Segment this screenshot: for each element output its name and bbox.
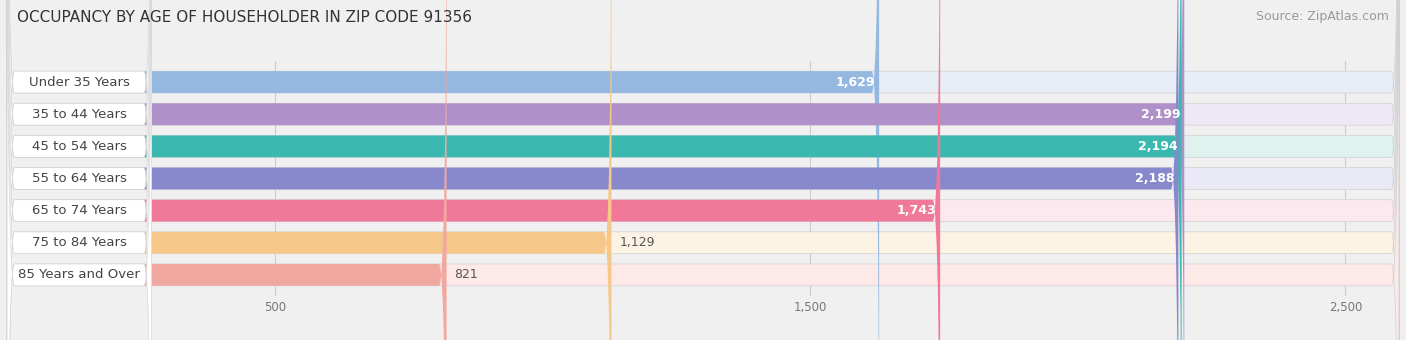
FancyBboxPatch shape — [7, 0, 1184, 340]
Text: 55 to 64 Years: 55 to 64 Years — [32, 172, 127, 185]
FancyBboxPatch shape — [7, 0, 152, 340]
Text: 35 to 44 Years: 35 to 44 Years — [32, 108, 127, 121]
Text: 75 to 84 Years: 75 to 84 Years — [32, 236, 127, 249]
FancyBboxPatch shape — [7, 0, 1399, 340]
Text: Source: ZipAtlas.com: Source: ZipAtlas.com — [1256, 10, 1389, 23]
FancyBboxPatch shape — [7, 0, 1399, 340]
FancyBboxPatch shape — [7, 0, 152, 340]
FancyBboxPatch shape — [7, 0, 1399, 340]
FancyBboxPatch shape — [7, 0, 1178, 340]
Text: 45 to 54 Years: 45 to 54 Years — [32, 140, 127, 153]
FancyBboxPatch shape — [7, 0, 152, 340]
FancyBboxPatch shape — [7, 0, 152, 340]
Text: 2,188: 2,188 — [1135, 172, 1174, 185]
Text: 85 Years and Over: 85 Years and Over — [18, 268, 141, 282]
FancyBboxPatch shape — [7, 0, 1181, 340]
Text: 1,129: 1,129 — [620, 236, 655, 249]
FancyBboxPatch shape — [7, 0, 152, 340]
FancyBboxPatch shape — [7, 0, 1399, 340]
Text: Under 35 Years: Under 35 Years — [30, 75, 129, 89]
Text: 821: 821 — [454, 268, 478, 282]
FancyBboxPatch shape — [7, 0, 152, 340]
FancyBboxPatch shape — [7, 0, 447, 340]
Text: 1,743: 1,743 — [896, 204, 936, 217]
FancyBboxPatch shape — [7, 0, 879, 340]
Text: 65 to 74 Years: 65 to 74 Years — [32, 204, 127, 217]
Text: OCCUPANCY BY AGE OF HOUSEHOLDER IN ZIP CODE 91356: OCCUPANCY BY AGE OF HOUSEHOLDER IN ZIP C… — [17, 10, 472, 25]
FancyBboxPatch shape — [7, 0, 1399, 340]
FancyBboxPatch shape — [7, 0, 941, 340]
Text: 2,199: 2,199 — [1140, 108, 1180, 121]
FancyBboxPatch shape — [7, 0, 1399, 340]
FancyBboxPatch shape — [7, 0, 612, 340]
Text: 1,629: 1,629 — [835, 75, 875, 89]
Text: 2,194: 2,194 — [1137, 140, 1177, 153]
FancyBboxPatch shape — [7, 0, 152, 340]
FancyBboxPatch shape — [7, 0, 1399, 340]
